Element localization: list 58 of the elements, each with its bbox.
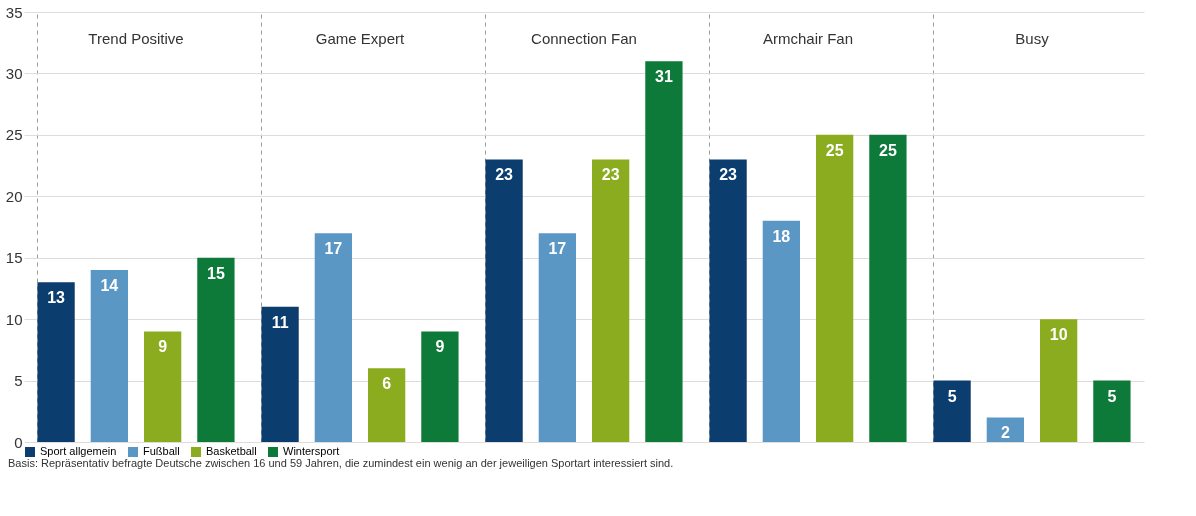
bar xyxy=(197,257,235,442)
data-label: 13 xyxy=(47,289,66,307)
data-label: 5 xyxy=(947,387,957,405)
y-tick-label: 5 xyxy=(14,372,23,390)
legend-label: Sport allgemein xyxy=(40,445,117,457)
data-label: 23 xyxy=(495,166,514,184)
y-tick-label: 35 xyxy=(5,3,23,21)
data-label: 17 xyxy=(324,240,343,258)
data-label: 14 xyxy=(100,277,119,294)
bar xyxy=(314,233,353,442)
y-tick-label: 10 xyxy=(5,310,23,328)
y-tick-label: 30 xyxy=(5,64,23,82)
bar xyxy=(591,159,630,442)
bar xyxy=(986,417,1025,442)
bar xyxy=(37,282,75,442)
x-tick-label: Game Expert xyxy=(315,29,406,47)
bar xyxy=(815,134,854,442)
data-label: 31 xyxy=(655,68,673,86)
bar xyxy=(709,159,747,442)
data-label: 17 xyxy=(548,240,567,258)
x-tick-label: Armchair Fan xyxy=(762,29,854,47)
x-tick-label: Connection Fan xyxy=(531,29,637,47)
bar xyxy=(1093,380,1131,442)
data-label: 23 xyxy=(601,166,620,184)
legend-label: Fußball xyxy=(143,445,180,457)
bar xyxy=(485,159,523,442)
bar xyxy=(261,306,299,442)
data-label: 18 xyxy=(772,227,791,245)
data-label: 15 xyxy=(207,264,225,282)
data-label: 9 xyxy=(435,338,445,356)
data-label: 2 xyxy=(1000,424,1010,442)
data-label: 25 xyxy=(879,141,897,159)
x-tick-label: Busy xyxy=(1015,29,1050,47)
data-label: 10 xyxy=(1049,326,1068,344)
bar xyxy=(645,61,683,442)
data-label: 9 xyxy=(158,338,168,356)
data-label: 11 xyxy=(271,313,289,331)
bar xyxy=(538,233,577,442)
data-label: 25 xyxy=(825,141,844,159)
data-label: 23 xyxy=(719,166,738,184)
bar xyxy=(367,368,406,442)
bar xyxy=(90,270,129,442)
y-tick-label: 15 xyxy=(5,249,23,267)
bar xyxy=(1039,319,1078,442)
legend-label: Basketball xyxy=(206,445,257,457)
y-tick-label: 20 xyxy=(5,187,23,205)
y-tick-label: 25 xyxy=(5,126,23,144)
bar xyxy=(421,331,459,442)
bar xyxy=(869,134,907,442)
data-label: 6 xyxy=(382,375,392,393)
legend-label: Wintersport xyxy=(283,445,340,457)
y-tick-label: 0 xyxy=(14,433,23,451)
text: Basis: Repräsentativ befragte Deutsche zwischen 16 und 59 Jahren, die zumindest ein wenig an der jeweiligen Sportart interessiert sind. xyxy=(8,457,675,469)
bar xyxy=(762,220,801,442)
data-label: 5 xyxy=(1107,387,1117,405)
bar xyxy=(933,380,971,442)
x-tick-label: Trend Positive xyxy=(88,29,184,47)
bar xyxy=(143,331,182,442)
